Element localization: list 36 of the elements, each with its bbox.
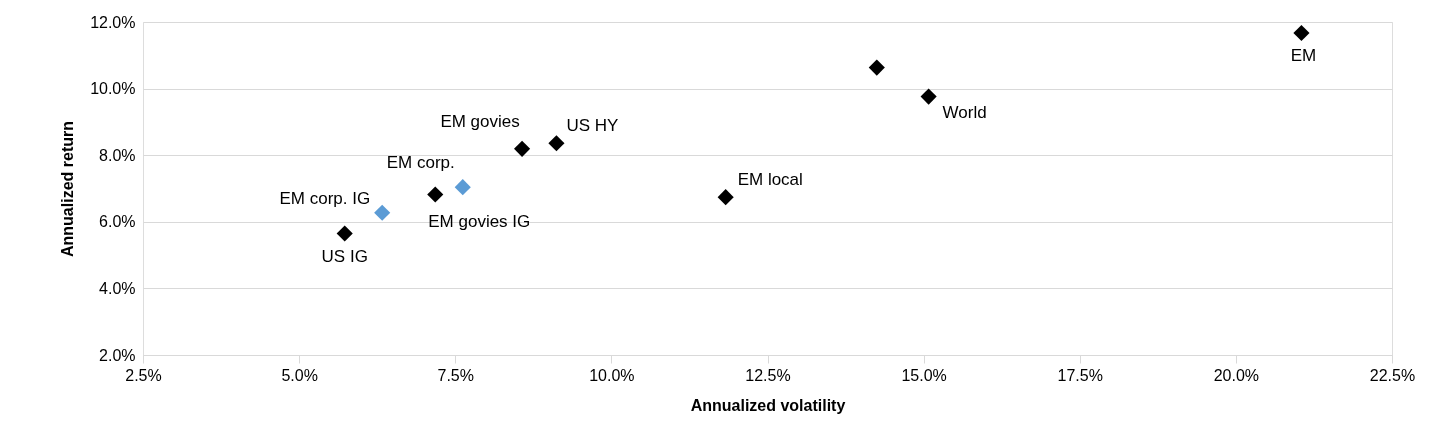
x-tick-label: 15.0% bbox=[901, 366, 947, 384]
point bbox=[374, 204, 391, 221]
point bbox=[427, 186, 444, 203]
point bbox=[920, 88, 937, 105]
point bbox=[868, 59, 885, 76]
y-tick-label: 8.0% bbox=[99, 146, 136, 164]
y-tick-label: 2.0% bbox=[99, 346, 136, 364]
y-axis-title: Annualized return bbox=[59, 120, 77, 258]
annotation: World bbox=[942, 102, 987, 122]
annotation: EM corp. IG bbox=[279, 188, 371, 208]
y-tick-label: 4.0% bbox=[99, 279, 136, 297]
annotation: US HY bbox=[566, 116, 619, 136]
annotation: EM bbox=[1290, 45, 1317, 65]
point bbox=[514, 140, 531, 157]
x-tick-label: 5.0% bbox=[281, 366, 318, 384]
y-tick-label: 10.0% bbox=[90, 80, 136, 98]
annotation: US IG bbox=[321, 247, 368, 267]
point bbox=[336, 225, 353, 242]
annotation: EM govies bbox=[440, 111, 520, 131]
x-tick-label: 2.5% bbox=[125, 366, 162, 384]
x-tick-label: 7.5% bbox=[437, 366, 474, 384]
x-axis-title: Annualized volatility bbox=[690, 396, 846, 414]
y-tick-label: 12.0% bbox=[90, 13, 136, 31]
point bbox=[548, 135, 565, 152]
annotation: EM local bbox=[737, 170, 803, 190]
annotation: EM govies IG bbox=[428, 212, 531, 232]
y-tick-label: 6.0% bbox=[99, 213, 136, 231]
x-tick-label: 20.0% bbox=[1213, 366, 1260, 384]
x-tick-label: 17.5% bbox=[1057, 366, 1103, 384]
x-tick-label: 22.5% bbox=[1369, 366, 1416, 384]
point bbox=[1293, 24, 1310, 42]
x-tick-label: 10.0% bbox=[589, 366, 635, 384]
annotation: EM corp. bbox=[386, 153, 455, 173]
x-tick-label: 12.5% bbox=[745, 366, 791, 384]
point bbox=[717, 189, 734, 206]
point bbox=[454, 179, 471, 196]
